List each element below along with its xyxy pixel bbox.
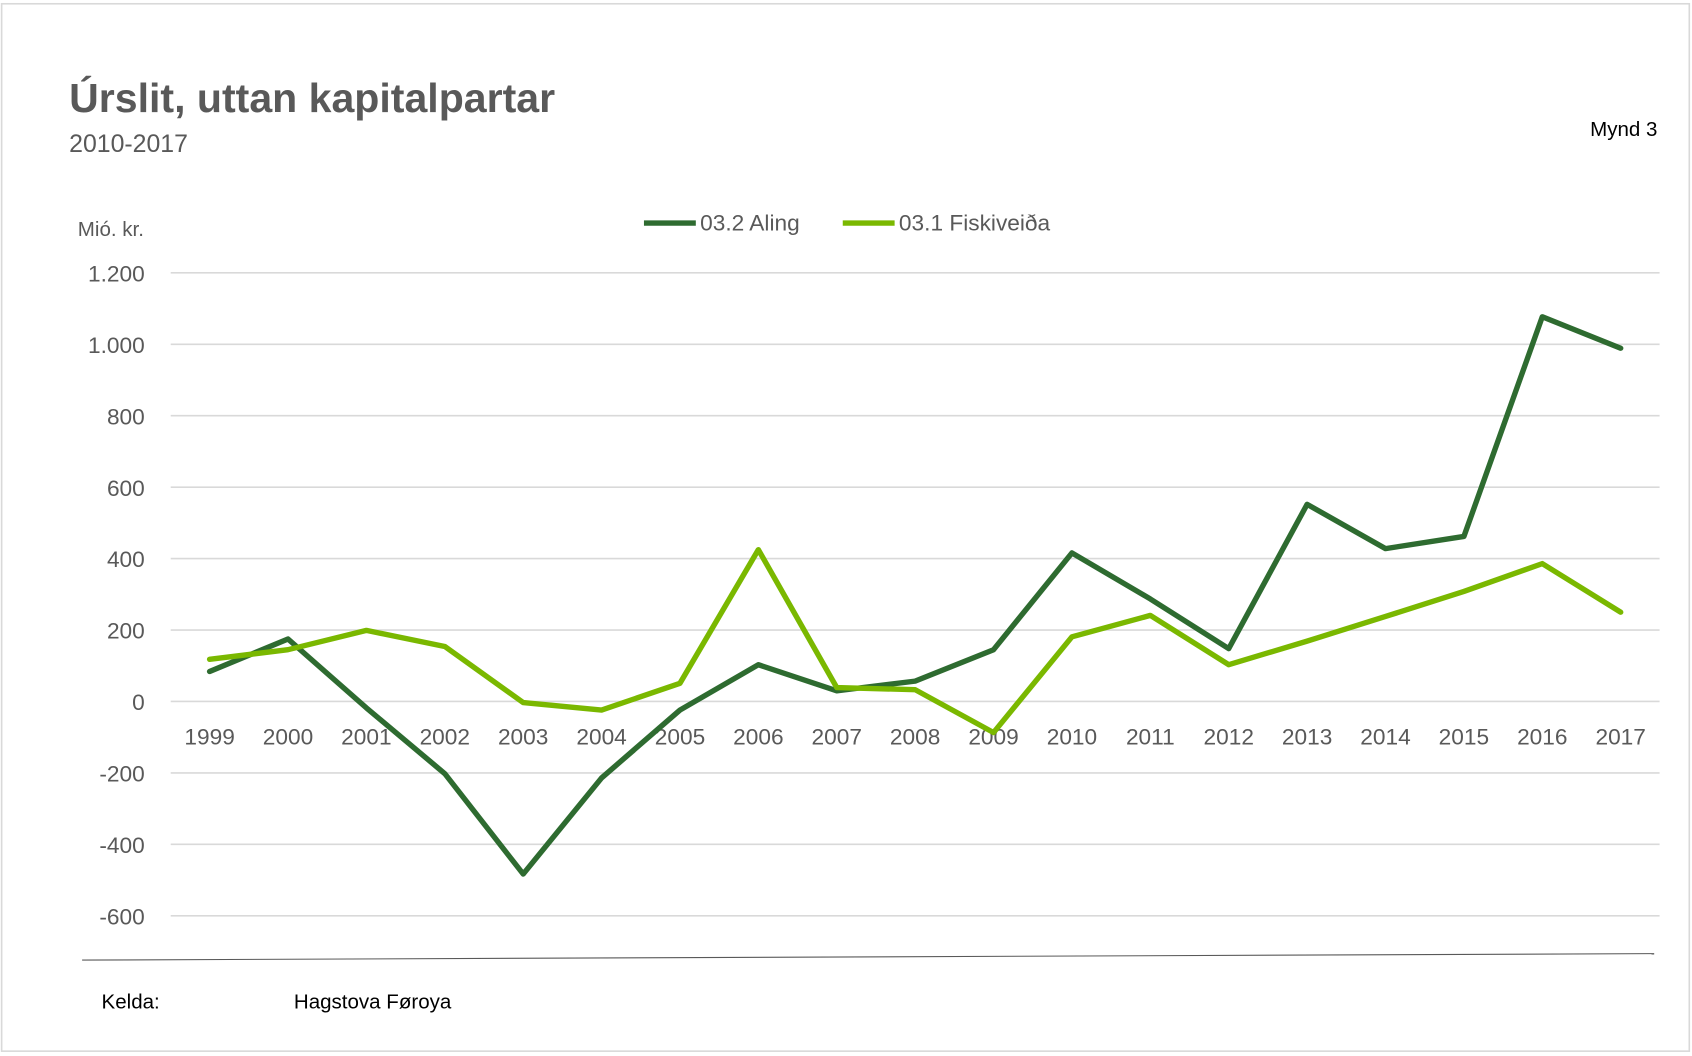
x-tick-label: 2015 (1439, 724, 1489, 750)
x-tick-label: 2014 (1360, 724, 1410, 750)
y-tick-label: 1.200 (88, 260, 145, 286)
figure-label: Mynd 3 (1590, 118, 1657, 141)
gridlines (170, 272, 1660, 917)
y-tick-label: 1.000 (88, 332, 145, 358)
y-tick-label: 400 (107, 546, 145, 572)
x-tick-label: 2011 (1126, 724, 1175, 750)
x-tick-label: 2003 (498, 724, 548, 750)
x-tick-label: 2012 (1204, 724, 1254, 750)
x-tick-label: 2010 (1047, 724, 1097, 750)
y-tick-label: 200 (107, 618, 145, 644)
x-tick-label: 2001 (341, 724, 391, 750)
legend: 03.2 Aling 03.1 Fiskiveiða (643, 210, 1051, 236)
y-tick-label: 0 (132, 689, 145, 715)
legend-label: 03.2 Aling (700, 210, 800, 236)
x-tick-label: 2009 (968, 724, 1018, 750)
legend-label: 03.1 Fiskiveiða (899, 210, 1051, 236)
x-tick-label: 2006 (733, 724, 783, 750)
x-tick-label: 2016 (1517, 724, 1567, 750)
footer-divider (82, 953, 1655, 961)
y-tick-label: -600 (99, 903, 144, 929)
x-tick-label: 2000 (263, 724, 313, 750)
y-tick-label: -400 (99, 832, 144, 858)
series-lines (206, 314, 1624, 877)
y-tick-labels: 1.200 1.000 800 600 400 200 0 -200 -400 -600 (88, 260, 145, 929)
x-tick-label: 1999 (184, 724, 234, 750)
y-tick-label: 800 (107, 403, 145, 429)
y-axis-label: Mió. kr. (78, 218, 144, 241)
x-tick-label: 2013 (1282, 724, 1332, 750)
chart-title: Úrslit, uttan kapitalpartar (69, 75, 555, 121)
x-tick-labels: 1999 2000 2001 2002 2003 2004 2005 2006 2007 2008… (184, 724, 1646, 750)
y-tick-label: -200 (99, 761, 144, 787)
chart-subtitle: 2010-2017 (69, 131, 188, 158)
y-tick-label: 600 (107, 475, 145, 501)
source-value: Hagstova Føroya (294, 991, 452, 1014)
source-label: Kelda: (102, 991, 160, 1014)
x-tick-label: 2008 (890, 724, 940, 750)
x-tick-label: 2002 (420, 724, 470, 750)
x-tick-label: 2017 (1595, 724, 1645, 750)
x-tick-label: 2004 (576, 724, 626, 750)
x-tick-label: 2007 (812, 724, 862, 750)
